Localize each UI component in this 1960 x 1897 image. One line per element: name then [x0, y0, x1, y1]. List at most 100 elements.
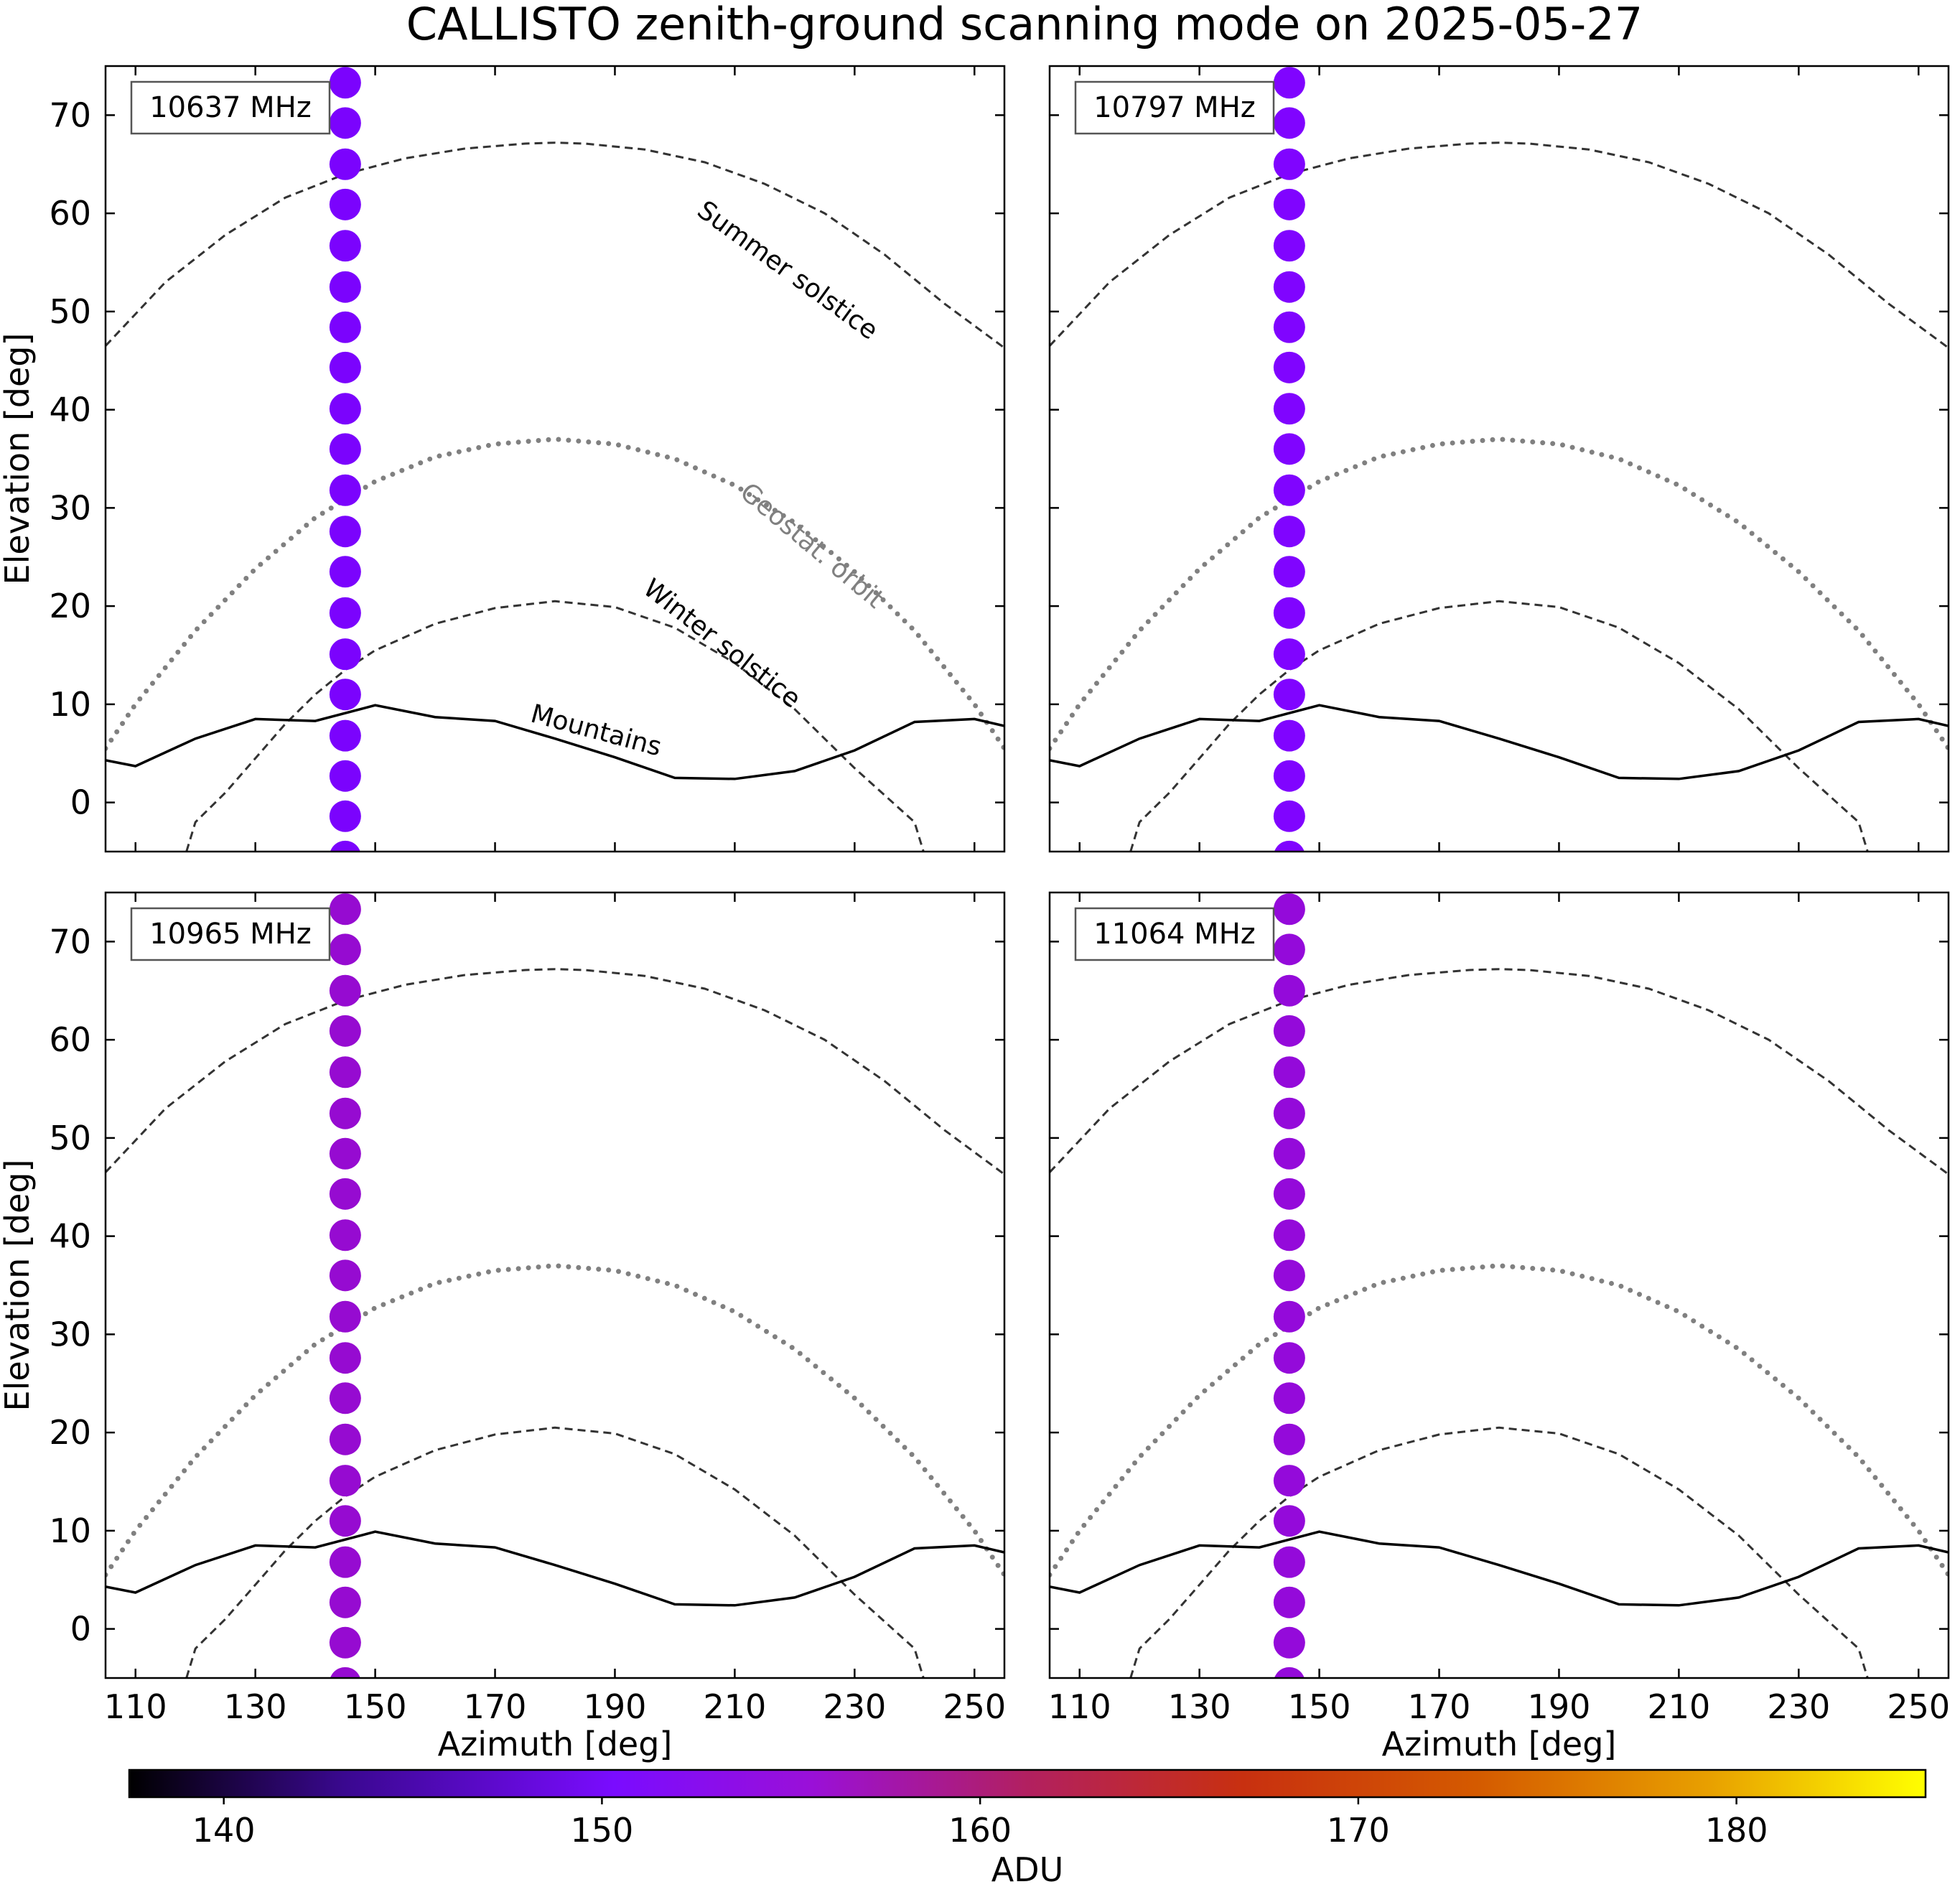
- panel-frame: [104, 65, 1006, 853]
- curve-summer-solstice: [106, 968, 1004, 1175]
- scan-point: [1273, 188, 1305, 220]
- scan-point: [329, 1382, 361, 1414]
- scan-point: [329, 311, 361, 343]
- scan-point: [1273, 1505, 1305, 1537]
- y-tick-label: 50: [49, 1119, 91, 1157]
- x-tick-label: 210: [1647, 1687, 1710, 1726]
- scan-point: [1273, 1382, 1305, 1414]
- scan-point: [330, 840, 360, 852]
- scan-point: [1273, 1586, 1305, 1618]
- frequency-label-box: [130, 907, 331, 961]
- colorbar-tick-label: 180: [1705, 1811, 1768, 1850]
- panel-frame: [1048, 891, 1950, 1679]
- x-tick-label: 170: [1408, 1687, 1471, 1726]
- scan-point: [329, 1015, 361, 1047]
- curve-mountains: [106, 1530, 1004, 1607]
- y-tick-label: 20: [49, 1413, 91, 1452]
- y-tick-label: 40: [49, 1217, 91, 1256]
- scan-point: [329, 433, 361, 465]
- scan-point: [329, 933, 361, 966]
- annotation-geostat-orbit: Geostat. orbit: [734, 477, 890, 615]
- y-tick-label: 10: [49, 685, 91, 724]
- scan-point: [1273, 679, 1305, 711]
- scan-point: [329, 1178, 361, 1210]
- scan-point: [1273, 1015, 1305, 1047]
- scan-point: [329, 1097, 361, 1129]
- scan-point: [329, 1137, 361, 1170]
- colorbar-tick-label: 150: [571, 1811, 634, 1850]
- y-tick-label: 30: [49, 1315, 91, 1353]
- scan-point: [1273, 760, 1305, 792]
- scan-point: [329, 67, 361, 99]
- scan-point: [329, 107, 361, 139]
- panel-plot-area: [106, 893, 1004, 1678]
- scan-point: [329, 1056, 361, 1089]
- colorbar-tick-label: 170: [1327, 1811, 1390, 1850]
- scan-point: [1273, 271, 1305, 303]
- x-tick-label: 250: [943, 1687, 1006, 1726]
- frequency-label-box: [130, 80, 331, 135]
- scan-point: [330, 1667, 360, 1678]
- x-axis-label: Azimuth [deg]: [1382, 1725, 1617, 1763]
- scan-point: [329, 393, 361, 425]
- scan-point: [1273, 1546, 1305, 1578]
- scan-point: [329, 1300, 361, 1333]
- colorbar-gradient: [128, 1768, 1927, 1799]
- x-tick-label: 250: [1887, 1687, 1950, 1726]
- x-tick-label: 130: [224, 1687, 287, 1726]
- scan-point: [1273, 719, 1305, 752]
- frequency-label-box: [1074, 907, 1275, 961]
- scan-point: [1273, 474, 1305, 506]
- x-tick-label: 230: [1767, 1687, 1830, 1726]
- curve-summer-solstice: [1050, 141, 1949, 349]
- y-axis-label: Elevation [deg]: [0, 333, 37, 585]
- y-tick-label: 0: [70, 1610, 91, 1649]
- panel-plot-area: [1050, 893, 1949, 1678]
- scan-point: [1273, 597, 1305, 629]
- x-tick-label: 190: [1528, 1687, 1591, 1726]
- scan-point: [1273, 433, 1305, 465]
- curve-mountains: [1050, 1530, 1949, 1607]
- scan-point: [1273, 1300, 1305, 1333]
- scan-point: [329, 1546, 361, 1578]
- scan-point: [329, 474, 361, 506]
- scan-point: [1274, 1667, 1305, 1678]
- scan-point: [329, 638, 361, 671]
- scan-point: [329, 800, 361, 832]
- scan-point: [1273, 1219, 1305, 1252]
- frequency-label: 10637 MHz: [149, 91, 312, 124]
- scan-point: [1274, 840, 1305, 852]
- scan-point: [1273, 1465, 1305, 1497]
- panel-frame: [104, 891, 1006, 1679]
- scan-point: [1273, 933, 1305, 966]
- colorbar-tick-label: 160: [948, 1811, 1012, 1850]
- scan-point: [329, 351, 361, 383]
- scan-point: [329, 974, 361, 1007]
- panel-1: 0 10 20 30 40 50 60 70 Elevation [deg] 10637 MHz S…: [0, 65, 1006, 853]
- scan-point: [1273, 800, 1305, 832]
- x-tick-label: 190: [584, 1687, 647, 1726]
- x-tick-label: 230: [823, 1687, 886, 1726]
- x-axis-label: Azimuth [deg]: [438, 1725, 673, 1763]
- x-tick-label: 150: [1288, 1687, 1351, 1726]
- panel-plot-area: [106, 67, 1004, 852]
- scan-point: [1273, 893, 1305, 926]
- y-tick-label: 70: [49, 95, 91, 134]
- scan-point: [329, 719, 361, 752]
- colorbar-tick-label: 140: [192, 1811, 256, 1850]
- scan-point: [1273, 148, 1305, 180]
- y-tick-label: 10: [49, 1511, 91, 1550]
- x-tick-label: 110: [1048, 1687, 1111, 1726]
- scan-point: [1273, 1097, 1305, 1129]
- scan-point: [329, 1465, 361, 1497]
- frequency-label: 11064 MHz: [1093, 918, 1256, 951]
- colorbar-label: ADU: [991, 1850, 1064, 1889]
- scan-point: [1273, 393, 1305, 425]
- scan-point: [1273, 107, 1305, 139]
- frequency-label: 10797 MHz: [1093, 91, 1256, 124]
- y-tick-label: 40: [49, 391, 91, 429]
- annotation-summer-solstice: Summer solstice: [692, 195, 884, 345]
- y-axis-label: Elevation [deg]: [0, 1160, 37, 1412]
- panel-3: 110 130 150 170 190 210 230 250 0 10 20 30 40 50 60 70 A…: [0, 891, 1006, 1763]
